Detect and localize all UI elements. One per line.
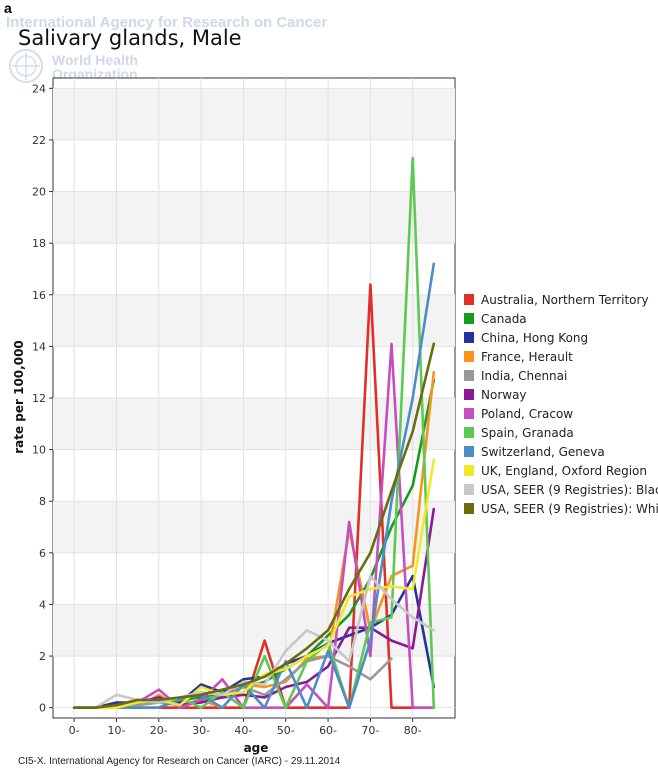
legend-swatch (464, 465, 474, 476)
legend-label: China, Hong Kong (481, 330, 589, 345)
legend-swatch (464, 313, 474, 324)
y-tick-label: 14 (32, 340, 46, 353)
legend-swatch (464, 389, 474, 400)
grid-band (53, 604, 455, 657)
legend-label: UK, England, Oxford Region (481, 463, 647, 478)
y-tick-label: 10 (32, 444, 46, 457)
watermark-agency: International Agency for Research on Can… (6, 14, 328, 31)
legend-swatch (464, 370, 474, 381)
legend-item: Spain, Granada (464, 423, 658, 442)
legend-label: Norway (481, 387, 527, 402)
x-tick-label: 10- (107, 724, 125, 737)
grid-band (53, 294, 455, 347)
legend-label: Poland, Cracow (481, 406, 574, 421)
legend-item: USA, SEER (9 Registries): White (464, 499, 658, 518)
legend-label: Switzerland, Geneva (481, 444, 605, 459)
legend-item: Canada (464, 309, 658, 328)
series-line-11 (72, 574, 436, 710)
y-tick-label: 24 (32, 82, 46, 95)
legend-item: India, Chennai (464, 366, 658, 385)
x-tick-label: 60- (319, 724, 337, 737)
legend-item: USA, SEER (9 Registries): Black (464, 480, 658, 499)
panel-letter: a (4, 0, 12, 16)
y-tick-label: 4 (39, 598, 46, 611)
x-tick-label: 50- (277, 724, 295, 737)
y-tick-label: 18 (32, 237, 46, 250)
legend-swatch (464, 408, 474, 419)
grid-band (53, 191, 455, 244)
x-tick-label: 0- (69, 724, 80, 737)
legend-item: UK, England, Oxford Region (464, 461, 658, 480)
legend-label: Spain, Granada (481, 425, 574, 440)
legend-label: Australia, Northern Territory (481, 292, 649, 307)
legend-swatch (464, 503, 474, 514)
grid-band (53, 88, 455, 140)
legend-label: USA, SEER (9 Registries): White (481, 501, 658, 516)
x-axis-label: age (243, 741, 269, 755)
x-tick-label: 80- (404, 724, 422, 737)
series-line-9 (72, 262, 436, 710)
legend-swatch (464, 332, 474, 343)
x-tick-label: 70- (361, 724, 379, 737)
y-tick-label: 8 (39, 495, 46, 508)
legend-item: Switzerland, Geneva (464, 442, 658, 461)
legend-label: India, Chennai (481, 368, 568, 383)
watermark-who-line1: World Health (52, 52, 139, 68)
legend-label: USA, SEER (9 Registries): Black (481, 482, 658, 497)
legend-label: Canada (481, 311, 527, 326)
legend-swatch (464, 294, 474, 305)
legend-label: France, Herault (481, 349, 573, 364)
y-axis-label: rate per 100,000 (12, 340, 26, 454)
legend-swatch (464, 351, 474, 362)
series-line-12 (72, 342, 436, 710)
chart-title: Salivary glands, Male (18, 26, 242, 50)
x-tick-label: 20- (150, 724, 168, 737)
y-tick-label: 6 (39, 547, 46, 560)
legend-item: Australia, Northern Territory (464, 290, 658, 309)
legend-item: China, Hong Kong (464, 328, 658, 347)
y-tick-label: 2 (39, 650, 46, 663)
legend-item: Norway (464, 385, 658, 404)
y-tick-label: 0 (39, 702, 46, 715)
x-tick-label: 30- (192, 724, 210, 737)
legend-swatch (464, 427, 474, 438)
legend-swatch (464, 484, 474, 495)
y-tick-label: 22 (32, 134, 46, 147)
y-tick-label: 20 (32, 186, 46, 199)
footer-credit: CI5-X. International Agency for Research… (18, 756, 341, 767)
y-tick-label: 12 (32, 392, 46, 405)
legend-item: France, Herault (464, 347, 658, 366)
legend-swatch (464, 446, 474, 457)
who-logo-icon (9, 49, 43, 83)
legend-item: Poland, Cracow (464, 404, 658, 423)
chart-legend: Australia, Northern Territory Canada China… (464, 290, 658, 518)
y-tick-label: 16 (32, 289, 46, 302)
x-tick-label: 40- (234, 724, 252, 737)
